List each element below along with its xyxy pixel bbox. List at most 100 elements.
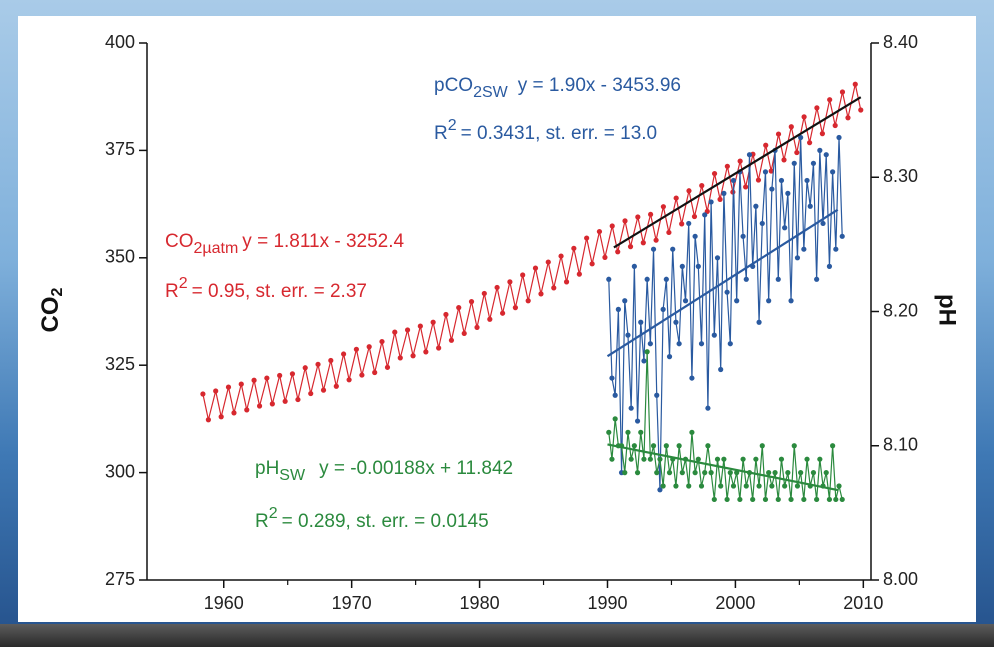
data-point bbox=[289, 371, 296, 377]
data-point bbox=[724, 163, 730, 169]
data-point bbox=[660, 483, 666, 489]
data-point bbox=[264, 375, 270, 381]
data-point bbox=[295, 396, 301, 403]
data-point bbox=[346, 377, 352, 383]
y-tick-label: 275 bbox=[105, 569, 135, 589]
data-point bbox=[277, 372, 283, 379]
data-point bbox=[638, 429, 644, 435]
chart-panel bbox=[18, 16, 976, 622]
data-point bbox=[205, 417, 211, 423]
data-point bbox=[692, 470, 698, 476]
data-point bbox=[743, 276, 749, 282]
data-point bbox=[628, 405, 634, 411]
data-point bbox=[763, 142, 769, 148]
data-point bbox=[702, 470, 708, 476]
data-point bbox=[830, 443, 836, 449]
data-point bbox=[609, 375, 615, 381]
data-point bbox=[404, 327, 411, 333]
data-point bbox=[721, 456, 727, 462]
data-point bbox=[836, 483, 842, 489]
data-point bbox=[817, 456, 823, 462]
data-point bbox=[766, 298, 772, 304]
data-point bbox=[625, 332, 631, 338]
ann-sub: 2SW bbox=[473, 84, 509, 101]
data-point bbox=[778, 177, 785, 184]
data-point bbox=[698, 341, 705, 347]
data-point bbox=[328, 357, 334, 364]
data-point bbox=[714, 456, 721, 462]
data-point bbox=[759, 220, 765, 227]
data-point bbox=[657, 456, 663, 462]
y2-axis-title: pH bbox=[934, 294, 961, 326]
data-point bbox=[692, 233, 698, 239]
data-point bbox=[436, 345, 442, 351]
data-point bbox=[256, 403, 263, 409]
data-point bbox=[676, 341, 682, 347]
data-point bbox=[753, 203, 759, 209]
data-point bbox=[410, 353, 416, 359]
data-point bbox=[251, 377, 257, 383]
data-point bbox=[625, 429, 631, 435]
data-point bbox=[801, 114, 807, 120]
data-point bbox=[695, 263, 701, 269]
data-point bbox=[673, 195, 679, 201]
data-point bbox=[801, 246, 807, 252]
data-point bbox=[532, 265, 539, 271]
data-point bbox=[791, 443, 797, 449]
data-point bbox=[353, 346, 359, 352]
data-point bbox=[372, 369, 378, 376]
data-point bbox=[666, 229, 672, 236]
data-point bbox=[644, 349, 650, 355]
data-point bbox=[647, 456, 653, 462]
data-point bbox=[737, 496, 743, 503]
data-point bbox=[737, 158, 743, 164]
data-point bbox=[666, 470, 673, 476]
data-point bbox=[762, 496, 769, 503]
data-point bbox=[589, 261, 595, 267]
data-point bbox=[627, 244, 634, 250]
data-point bbox=[359, 372, 365, 378]
data-point bbox=[538, 291, 544, 297]
data-point bbox=[826, 263, 833, 269]
annotation: R2 = 0.289, st. err. = 0.0145 bbox=[255, 505, 489, 532]
data-point bbox=[423, 349, 429, 355]
data-point bbox=[682, 298, 689, 304]
ann-sub: 2µatm bbox=[194, 240, 239, 257]
y-title-sub: 2 bbox=[49, 287, 66, 296]
data-point bbox=[814, 105, 820, 111]
ann-part: = 0.3431, st. err. = 13.0 bbox=[461, 123, 657, 144]
data-point bbox=[644, 276, 650, 282]
ann-sup: 2 bbox=[448, 117, 457, 134]
data-point bbox=[766, 470, 772, 476]
data-point bbox=[571, 245, 577, 251]
bottom-band bbox=[0, 624, 994, 647]
data-point bbox=[724, 289, 730, 295]
annotation: CO2µatm y = 1.811x - 3252.4 bbox=[165, 231, 405, 257]
data-point bbox=[804, 177, 810, 184]
data-point bbox=[653, 237, 659, 243]
annotation: pHSW y = -0.00188x + 11.842 bbox=[255, 458, 513, 484]
data-point bbox=[734, 298, 740, 304]
data-point bbox=[695, 456, 701, 462]
data-point bbox=[814, 496, 820, 503]
data-point bbox=[448, 337, 455, 343]
data-point bbox=[830, 169, 836, 175]
data-point bbox=[650, 443, 657, 449]
data-point bbox=[641, 456, 647, 462]
data-point bbox=[679, 470, 685, 476]
ann-part: R bbox=[165, 281, 179, 302]
annotation: R2 = 0.95, st. err. = 2.37 bbox=[165, 275, 367, 302]
ann-sup: 2 bbox=[179, 275, 188, 292]
data-point bbox=[689, 429, 695, 435]
data-point bbox=[781, 157, 787, 163]
data-point bbox=[785, 190, 791, 196]
data-point bbox=[660, 204, 666, 210]
annotation: R2 = 0.3431, st. err. = 13.0 bbox=[434, 117, 657, 144]
fit-line bbox=[607, 443, 838, 492]
data-point bbox=[791, 160, 797, 166]
data-point bbox=[686, 483, 692, 489]
data-point bbox=[750, 496, 756, 503]
data-point bbox=[756, 319, 762, 325]
